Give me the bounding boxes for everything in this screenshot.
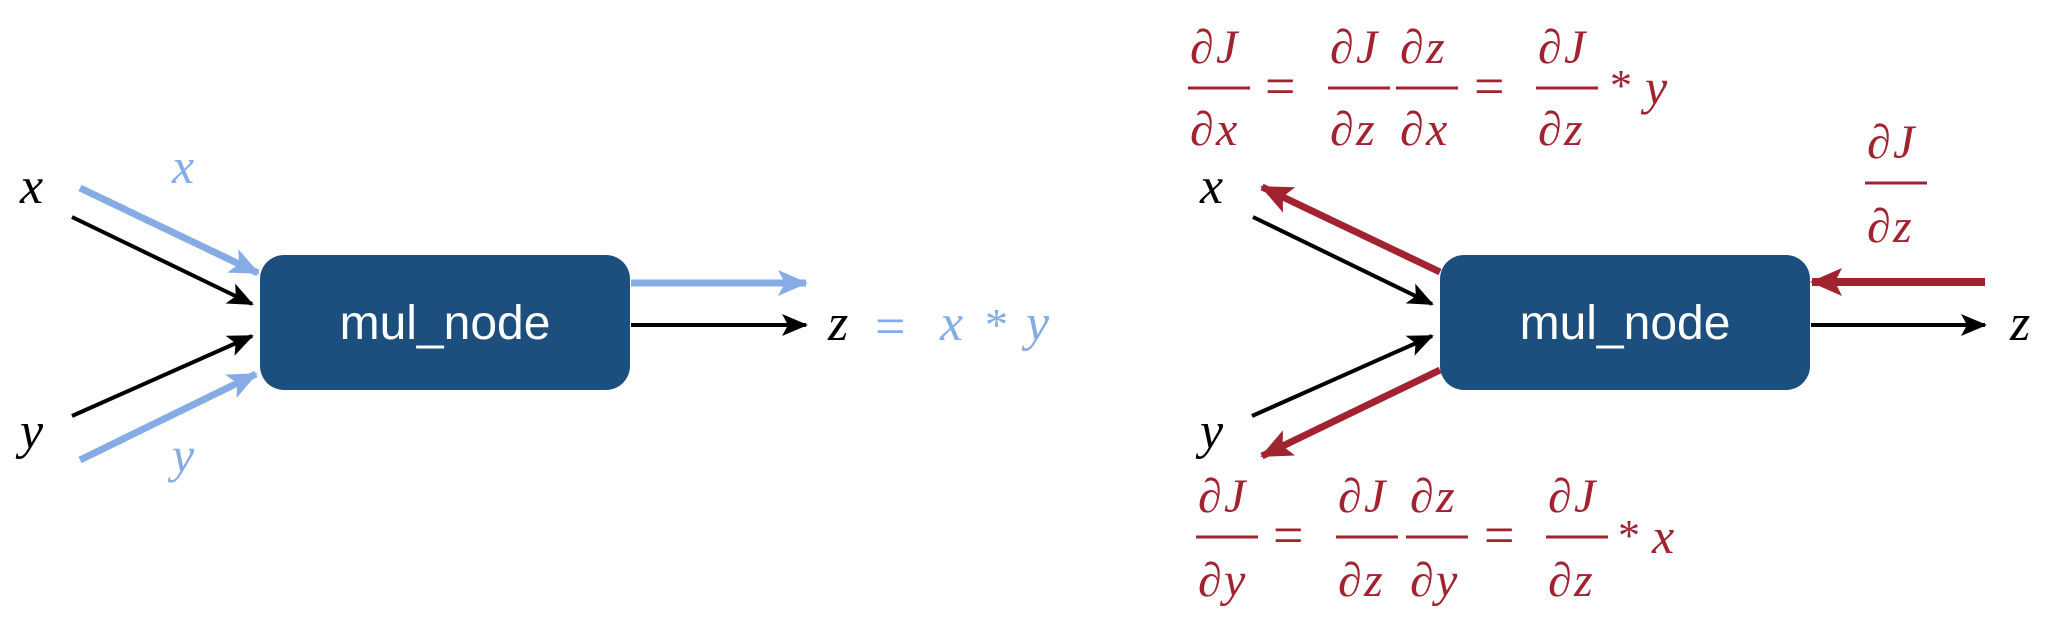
- eqx-rhs-num-d: ∂: [1538, 21, 1562, 74]
- eqy-times: *: [1618, 511, 1640, 560]
- forward-eq-x: x: [939, 295, 963, 352]
- edge-x-to-node-right: [1252, 215, 1434, 306]
- input-x-label: x: [19, 158, 43, 215]
- eqx-lhs-num-J: J: [1216, 21, 1240, 74]
- edge-y-to-node: [71, 334, 254, 418]
- upstream-den-z: z: [1892, 200, 1912, 253]
- eqy-lhs-den-y: y: [1219, 554, 1246, 607]
- eqy-mid-a-num-J: J: [1364, 470, 1388, 523]
- input-x-label-right: x: [1199, 158, 1223, 215]
- gradient-x-arrow: [1260, 183, 1442, 276]
- input-y-label-right: y: [1195, 403, 1224, 460]
- eqx-mid-b-num-d: ∂: [1400, 21, 1424, 74]
- input-y-label: y: [15, 403, 44, 460]
- forward-eq-times: *: [985, 299, 1008, 350]
- eqy-mid-a-den-d: ∂: [1338, 554, 1362, 607]
- eqx-mid-b-num-z: z: [1425, 21, 1445, 74]
- eqx-mid-a-num-d: ∂: [1330, 21, 1354, 74]
- eqx-rhs-den-d: ∂: [1538, 103, 1562, 156]
- upstream-den-d: ∂: [1867, 200, 1891, 253]
- forward-eq-y: y: [1021, 295, 1050, 352]
- mul-node-box: [260, 255, 630, 390]
- forward-y-arrow: [78, 370, 258, 464]
- eqx-eq2: =: [1474, 56, 1504, 116]
- edge-y-to-node-right: [1251, 334, 1434, 418]
- upstream-num-J: J: [1893, 116, 1917, 169]
- output-z-label-right: z: [2009, 295, 2030, 352]
- forward-x-arrow: [78, 184, 260, 277]
- upstream-gradient-label: ∂ J ∂ z: [1865, 116, 1927, 253]
- eqy-mid-b-num-d: ∂: [1410, 470, 1434, 523]
- eqx-mid-b-den-x: x: [1425, 103, 1447, 156]
- gradient-y-equation: ∂ J ∂ y = ∂ J ∂ z ∂ z ∂ y = ∂ J ∂ z * x: [1196, 470, 1674, 607]
- forward-y-label: y: [167, 427, 195, 483]
- eqx-mid-a-den-z: z: [1355, 103, 1375, 156]
- eqy-rhs-den-d: ∂: [1548, 554, 1572, 607]
- eqx-eq1: =: [1265, 56, 1295, 116]
- eqx-rhs-num-J: J: [1564, 21, 1588, 74]
- mul-node-label: mul_node: [340, 297, 551, 350]
- eqy-mid-b-den-y: y: [1431, 554, 1458, 607]
- mul-node-box-right: [1440, 255, 1810, 390]
- forward-eq-sign: =: [875, 296, 905, 356]
- forward-equation: = x * y: [875, 295, 1050, 356]
- eqx-mid-b-den-d: ∂: [1400, 103, 1424, 156]
- eqx-lhs-den-x: x: [1215, 103, 1237, 156]
- eqy-mid-b-num-z: z: [1435, 470, 1455, 523]
- eqy-eq2: =: [1484, 505, 1514, 565]
- eqy-mid-a-den-z: z: [1363, 554, 1383, 607]
- eqy-rhs-den-z: z: [1573, 554, 1593, 607]
- eqx-mid-a-num-J: J: [1356, 21, 1380, 74]
- eqx-lhs-num-d: ∂: [1190, 21, 1214, 74]
- forward-diagram: mul_node x y x y z = x * y: [15, 138, 1050, 483]
- gradient-y-arrow: [1260, 366, 1442, 460]
- backward-diagram: mul_node x y z ∂ J ∂ z ∂ J ∂ x: [1188, 21, 2030, 607]
- eqx-rhs-den-z: z: [1563, 103, 1583, 156]
- edge-x-to-node: [71, 215, 254, 306]
- eqy-lhs-num-d: ∂: [1198, 470, 1222, 523]
- eqx-lhs-den-d: ∂: [1190, 103, 1214, 156]
- eqy-factor: x: [1651, 508, 1674, 564]
- forward-x-label: x: [171, 138, 194, 194]
- eqx-factor: y: [1640, 59, 1668, 115]
- eqy-mid-b-den-d: ∂: [1410, 554, 1434, 607]
- mul-node-label-right: mul_node: [1520, 297, 1731, 350]
- eqy-rhs-num-J: J: [1574, 470, 1598, 523]
- upstream-num-d: ∂: [1867, 116, 1891, 169]
- eqy-eq1: =: [1273, 505, 1303, 565]
- gradient-x-equation: ∂ J ∂ x = ∂ J ∂ z ∂ z ∂ x = ∂ J ∂ z *: [1188, 21, 1668, 156]
- eqy-lhs-den-d: ∂: [1198, 554, 1222, 607]
- output-z-label: z: [827, 295, 848, 352]
- eqx-times: *: [1610, 61, 1632, 110]
- eqy-lhs-num-J: J: [1224, 470, 1248, 523]
- eqx-mid-a-den-d: ∂: [1330, 103, 1354, 156]
- eqy-mid-a-num-d: ∂: [1338, 470, 1362, 523]
- eqy-rhs-num-d: ∂: [1548, 470, 1572, 523]
